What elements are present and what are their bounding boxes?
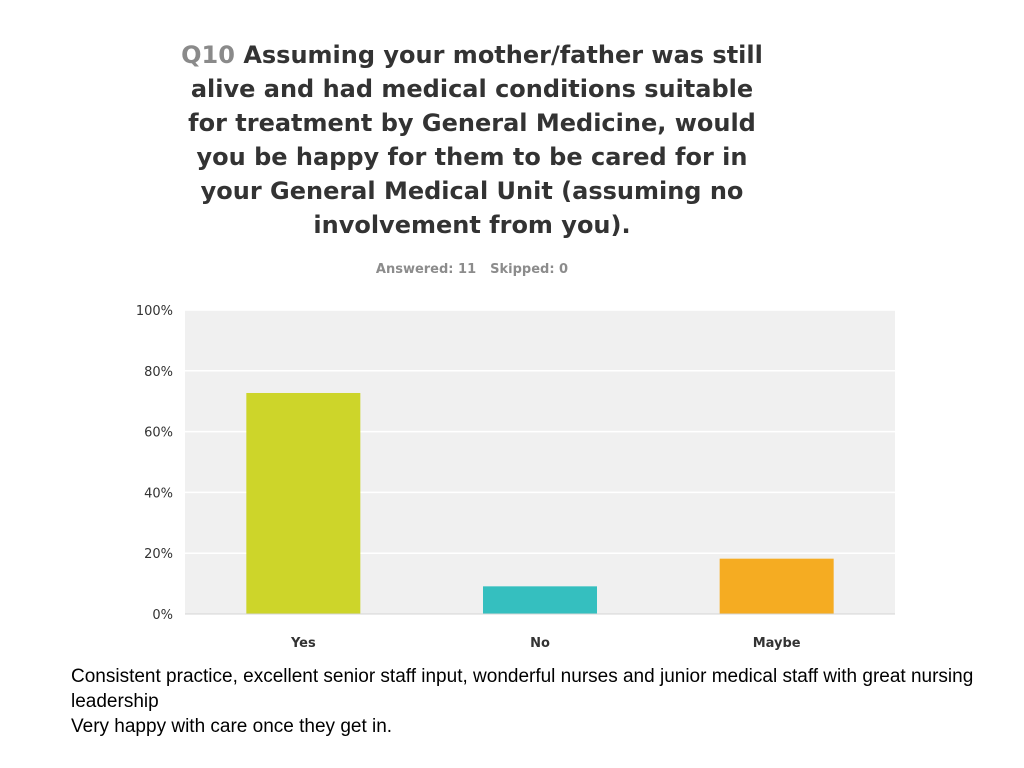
comment-2: Very happy with care once they get in.: [71, 716, 393, 737]
y-axis-ticks: 0% 20% 40% 60% 80% 100%: [136, 304, 173, 623]
y-tick-label: 20%: [144, 547, 173, 562]
comments: Consistent practice, excellent senior st…: [71, 664, 991, 739]
question-text: Assuming your mother/father was still al…: [188, 41, 763, 239]
y-tick-label: 100%: [136, 304, 173, 319]
y-tick-label: 60%: [144, 426, 173, 441]
bars: [246, 392, 834, 614]
x-tick-label: Maybe: [753, 636, 801, 651]
skipped-count: Skipped: 0: [490, 262, 569, 277]
bar-yes: [246, 392, 361, 614]
bar-no: [483, 586, 597, 614]
response-stats: Answered: 11 Skipped: 0: [322, 262, 622, 277]
question-number: Q10: [181, 41, 235, 69]
x-tick-label: No: [530, 636, 550, 651]
y-tick-label: 0%: [152, 608, 173, 623]
x-axis-labels: Yes No Maybe: [185, 613, 895, 651]
y-tick-label: 80%: [144, 365, 173, 380]
x-tick-label: Yes: [290, 636, 316, 651]
bar-maybe: [719, 558, 834, 614]
comment-1: Consistent practice, excellent senior st…: [71, 666, 974, 712]
question-title: Q10 Assuming your mother/father was stil…: [170, 38, 774, 242]
y-tick-label: 40%: [144, 486, 173, 501]
answered-count: Answered: 11: [375, 262, 477, 277]
